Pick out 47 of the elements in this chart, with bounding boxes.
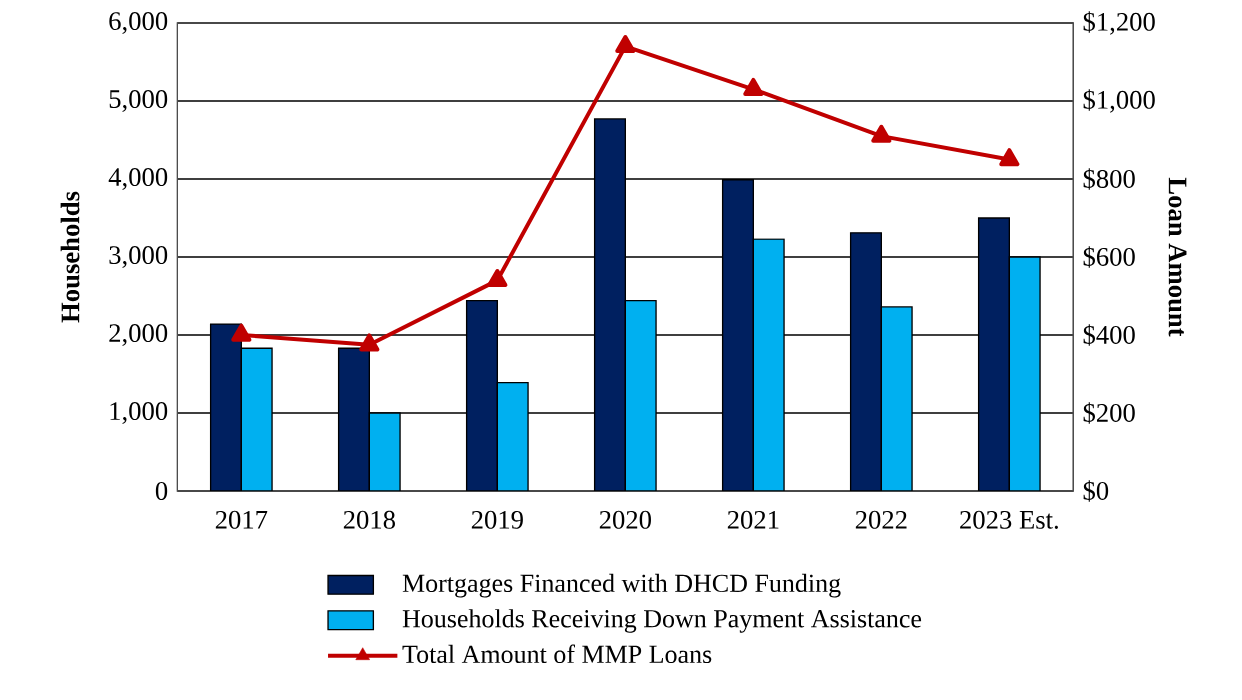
point	[743, 77, 764, 96]
x-tick-label: 2018	[343, 510, 395, 529]
x-tick-label: 2023 Est.	[960, 510, 1058, 529]
bar	[880, 306, 913, 491]
bar	[849, 232, 883, 491]
y2-tick-label: $600	[1083, 246, 1135, 268]
y2-tick-label: $400	[1083, 324, 1135, 346]
legend-label: Households Receiving Down Payment Assistance	[402, 609, 922, 633]
y2-tick-label: $0	[1083, 480, 1109, 502]
y-axis-title: Households	[60, 191, 80, 323]
bar	[624, 300, 657, 491]
point	[359, 333, 380, 352]
y-tick-label: 1,000	[110, 402, 168, 424]
bar	[721, 179, 754, 491]
point	[999, 148, 1020, 167]
y-tick-label: 6,000	[109, 12, 168, 34]
x-tick-label: 2017	[215, 510, 268, 529]
bar	[209, 323, 242, 491]
bar	[1008, 256, 1041, 491]
y2-axis-title: Loan Amount	[1168, 177, 1187, 337]
point	[615, 35, 636, 54]
y2-tick-label: $1,000	[1083, 89, 1155, 113]
x-tick-label: 2021	[727, 510, 779, 529]
bar	[977, 217, 1011, 491]
y2-tick-label: $200	[1083, 402, 1135, 424]
y-tick-label: 3,000	[109, 246, 168, 268]
bar	[496, 381, 529, 491]
point	[871, 124, 892, 143]
x-tick-label: 2020	[599, 510, 651, 529]
y2-tick-label: $1,200	[1083, 11, 1155, 35]
bar	[240, 347, 273, 491]
bar	[465, 300, 499, 491]
legend-label: Total Amount of MMP Loans	[402, 644, 712, 664]
bar	[368, 412, 401, 491]
x-tick-label: 2022	[855, 510, 907, 529]
y-tick-label: 4,000	[108, 168, 168, 190]
y-tick-label: 5,000	[109, 90, 168, 112]
point	[487, 269, 508, 288]
y-tick-label: 0	[155, 482, 168, 500]
x-tick-label: 2019	[471, 510, 523, 529]
bar	[593, 118, 627, 491]
y2-tick-label: $800	[1083, 168, 1135, 190]
bar	[337, 347, 370, 491]
bar	[752, 238, 785, 491]
legend-label: Mortgages Financed with DHCD Funding	[402, 573, 841, 598]
y-tick-label: 2,000	[109, 324, 168, 346]
point	[231, 323, 252, 342]
